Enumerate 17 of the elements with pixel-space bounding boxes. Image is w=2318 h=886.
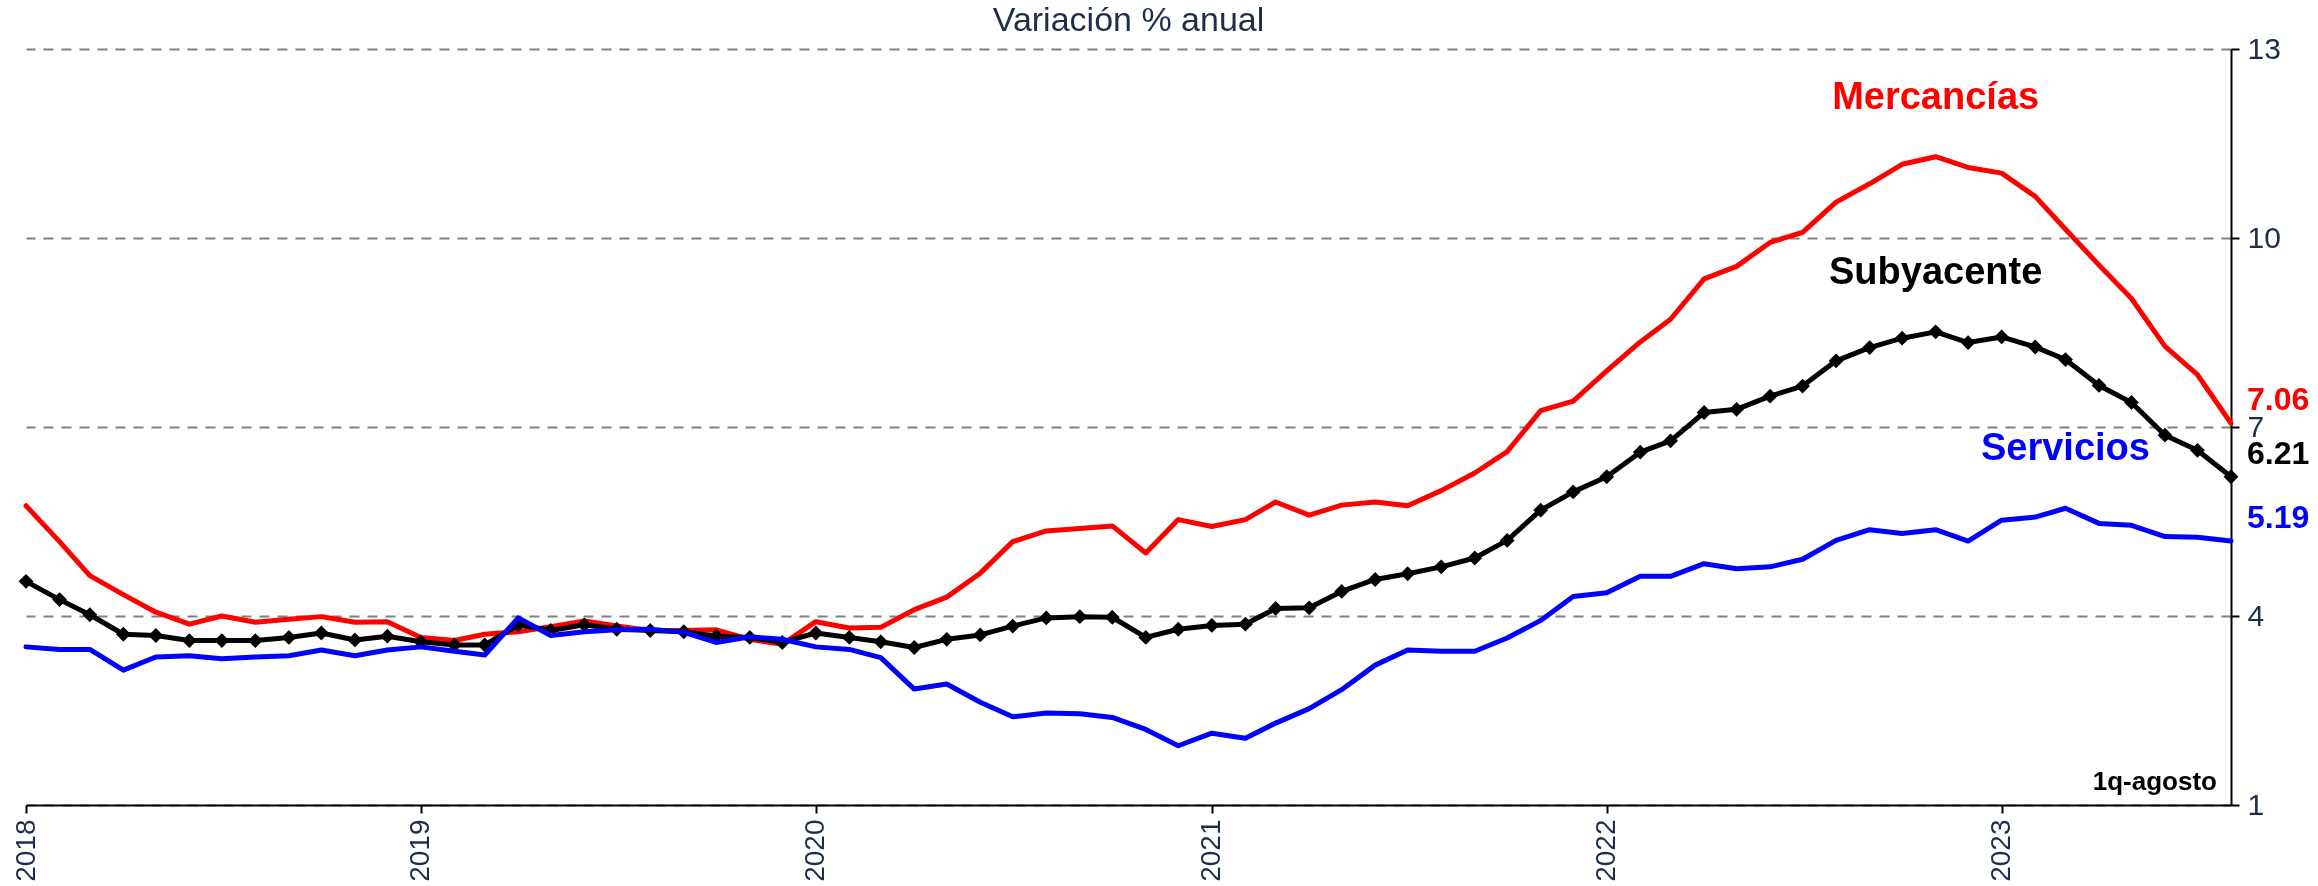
data-label: 5.19 bbox=[2247, 499, 2310, 536]
x-tick-label: 2019 bbox=[404, 819, 436, 882]
x-tick-label: 2022 bbox=[1590, 819, 1622, 882]
x-tick-label: 2021 bbox=[1195, 819, 1227, 882]
annotation: 1q-agosto bbox=[2092, 766, 2217, 796]
y-tick-label: 1 bbox=[2247, 787, 2265, 821]
y-tick-label: 4 bbox=[2247, 598, 2265, 632]
y-tick-label: 10 bbox=[2247, 220, 2281, 254]
chart-title: Variación % anual bbox=[992, 0, 1265, 38]
x-tick-label: 2023 bbox=[1985, 819, 2017, 882]
series-label: Servicios bbox=[1980, 426, 2150, 469]
series-label: Mercancías bbox=[1832, 74, 2040, 117]
series-label: Subyacente bbox=[1828, 249, 2043, 292]
y-tick-label: 13 bbox=[2247, 31, 2281, 65]
x-tick-label: 2018 bbox=[9, 819, 41, 882]
x-tick-label: 2020 bbox=[799, 819, 831, 882]
data-label: 7.06 bbox=[2247, 381, 2310, 418]
